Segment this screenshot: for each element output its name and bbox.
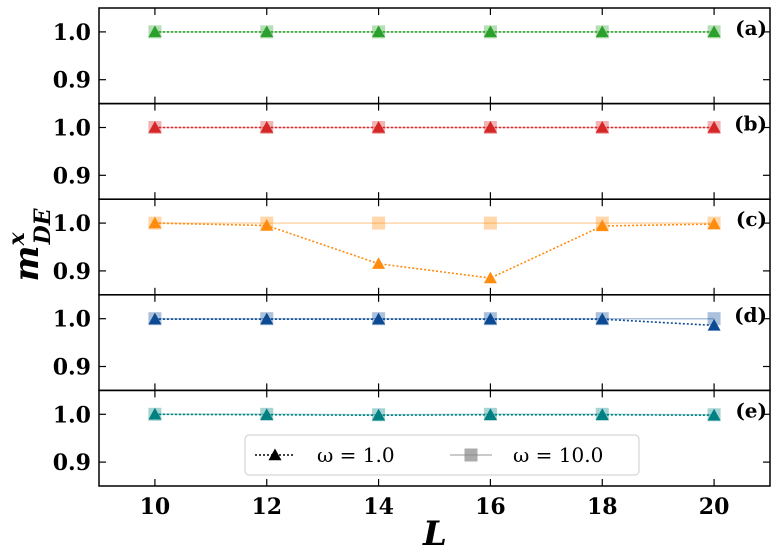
data-point-triangle	[707, 408, 721, 421]
data-point-triangle	[260, 218, 274, 231]
y-axis-title-base: m	[7, 246, 47, 282]
panel-b: 0.9 1.0 (b)	[53, 102, 771, 200]
x-axis-ticks: 10 12 14 16 18 20	[140, 494, 730, 520]
panel-frame	[98, 389, 771, 487]
series-line-omega-1	[154, 318, 715, 327]
legend-box	[244, 434, 640, 476]
data-point-square	[483, 216, 497, 230]
legend-label-omega-1: ω = 1.0	[317, 443, 395, 467]
y-tick-label: 1.0	[53, 402, 91, 428]
panel-label: (a)	[735, 16, 767, 40]
data-point-triangle	[148, 312, 162, 325]
data-point-triangle	[260, 312, 274, 325]
panel-frame	[98, 294, 771, 392]
y-tick-label: 1.0	[53, 211, 91, 237]
legend-label-omega-10: ω = 10.0	[513, 443, 603, 467]
data-point-triangle	[595, 121, 609, 133]
data-point-triangle	[372, 408, 386, 421]
data-point-triangle	[148, 216, 162, 229]
data-point-triangle	[595, 312, 609, 325]
data-point-triangle	[372, 257, 386, 269]
data-point-triangle	[483, 25, 497, 38]
panel-c: 0.9 1.0 (c)	[53, 198, 771, 296]
y-axis-title-sub: DE	[30, 207, 56, 245]
data-point-triangle	[595, 408, 609, 420]
x-tick-label: 10	[140, 494, 171, 520]
data-point-triangle	[595, 219, 609, 232]
x-tick-label: 16	[475, 494, 506, 520]
x-tick-label: 14	[363, 494, 394, 520]
data-point-triangle	[260, 408, 274, 420]
data-point-triangle	[372, 25, 386, 38]
data-point-triangle	[148, 25, 162, 38]
panel-label: (b)	[734, 112, 767, 136]
y-tick-label: 0.9	[53, 355, 91, 381]
series-line-omega-1	[154, 222, 715, 279]
y-tick-label: 0.9	[53, 259, 91, 285]
data-point-triangle	[148, 121, 162, 133]
panel-frame	[98, 198, 771, 296]
x-axis-title: L	[422, 514, 447, 554]
y-tick-label: 1.0	[53, 20, 91, 46]
series-line-omega-1	[154, 413, 715, 417]
panel-label: (d)	[734, 303, 767, 327]
panel-e: 0.9 1.0 (e)	[53, 389, 771, 487]
data-point-triangle	[707, 217, 721, 230]
panel-d: 0.9 1.0 (d)	[53, 294, 771, 392]
data-point-triangle	[707, 25, 721, 38]
x-tick-label: 12	[251, 494, 282, 520]
data-point-triangle	[372, 121, 386, 133]
panels-group: 0.9 1.0 (a) 0.9 1.0 (b) 0.9 1.0 (c) 0.9 1.0 (d) 0.9 1…	[53, 7, 771, 487]
data-point-triangle	[707, 121, 721, 133]
legend-marker-triangle	[268, 448, 282, 461]
y-tick-label: 1.0	[53, 307, 91, 333]
data-point-triangle	[483, 408, 497, 420]
x-tick-label: 18	[587, 494, 618, 520]
y-axis-title-sup: x	[4, 232, 30, 247]
panel-label: (c)	[736, 207, 767, 231]
x-tick-label: 20	[699, 494, 730, 520]
data-point-triangle	[595, 25, 609, 38]
data-point-triangle	[707, 318, 721, 331]
data-point-triangle	[483, 271, 497, 284]
data-point-triangle	[260, 25, 274, 38]
y-axis-title: mxDE	[4, 207, 56, 281]
y-tick-label: 0.9	[53, 68, 91, 94]
data-point-triangle	[372, 312, 386, 325]
data-point-triangle	[483, 121, 497, 133]
legend-marker-square	[464, 448, 478, 462]
y-tick-label: 0.9	[53, 163, 91, 189]
data-point-triangle	[483, 312, 497, 325]
data-point-triangle	[260, 121, 274, 133]
y-tick-label: 0.9	[53, 450, 91, 476]
legend: ω = 1.0 ω = 10.0	[244, 434, 640, 476]
data-point-square	[372, 216, 386, 230]
data-point-triangle	[148, 407, 162, 420]
data-point-square	[707, 312, 721, 326]
panel-frame	[98, 102, 771, 200]
panel-label: (e)	[735, 398, 767, 422]
panel-frame	[98, 7, 771, 105]
y-tick-label: 1.0	[53, 116, 91, 142]
panel-a: 0.9 1.0 (a)	[53, 7, 771, 105]
